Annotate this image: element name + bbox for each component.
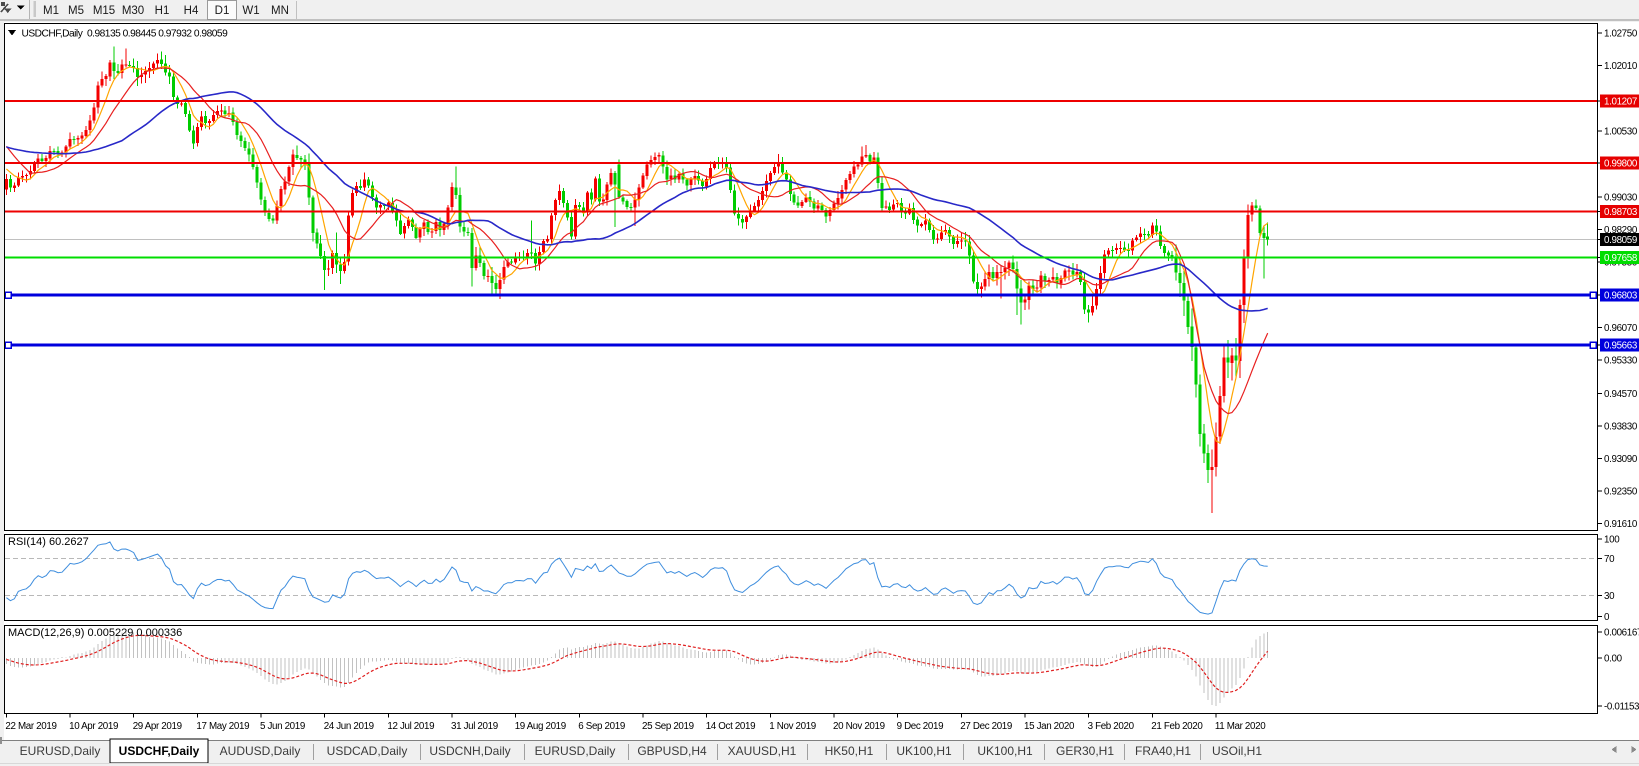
svg-text:21 Feb 2020: 21 Feb 2020 <box>1151 721 1203 732</box>
svg-text:27 Dec 2019: 27 Dec 2019 <box>960 721 1012 732</box>
svg-text:15 Jan 2020: 15 Jan 2020 <box>1024 721 1075 732</box>
svg-text:H1: H1 <box>155 5 170 17</box>
svg-text:100: 100 <box>1604 535 1620 546</box>
svg-text:0.98059: 0.98059 <box>1604 235 1637 246</box>
svg-text:W1: W1 <box>242 5 259 17</box>
svg-text:1.02010: 1.02010 <box>1604 61 1638 72</box>
svg-text:UK100,H1: UK100,H1 <box>896 744 952 758</box>
svg-text:RSI(14) 60.2627: RSI(14) 60.2627 <box>8 536 89 548</box>
svg-text:31 Jul 2019: 31 Jul 2019 <box>451 721 498 732</box>
svg-text:FRA40,H1: FRA40,H1 <box>1135 744 1191 758</box>
svg-text:12 Jul 2019: 12 Jul 2019 <box>387 721 434 732</box>
svg-text:MN: MN <box>271 5 289 17</box>
svg-text:UK100,H1: UK100,H1 <box>977 744 1033 758</box>
svg-text:11 Mar 2020: 11 Mar 2020 <box>1215 721 1266 732</box>
svg-text:25 Sep 2019: 25 Sep 2019 <box>642 721 694 732</box>
svg-text:M1: M1 <box>43 5 59 17</box>
svg-text:20 Nov 2019: 20 Nov 2019 <box>833 721 885 732</box>
svg-text:0.96803: 0.96803 <box>1604 291 1638 302</box>
svg-text:M15: M15 <box>93 5 115 17</box>
svg-text:0: 0 <box>1604 612 1610 623</box>
svg-text:17 May 2019: 17 May 2019 <box>196 721 249 732</box>
svg-text:1.00530: 1.00530 <box>1604 126 1638 137</box>
svg-text:USDCNH,Daily: USDCNH,Daily <box>429 744 510 758</box>
svg-text:0.98703: 0.98703 <box>1604 207 1638 218</box>
svg-text:M30: M30 <box>122 5 144 17</box>
svg-text:3 Feb 2020: 3 Feb 2020 <box>1088 721 1135 732</box>
svg-text:6 Sep 2019: 6 Sep 2019 <box>578 721 625 732</box>
svg-text:29 Apr 2019: 29 Apr 2019 <box>133 721 182 732</box>
svg-text:EURUSD,Daily: EURUSD,Daily <box>535 744 616 758</box>
svg-text:0.91610: 0.91610 <box>1604 519 1638 530</box>
svg-text:MACD(12,26,9) 0.005229 0.00033: MACD(12,26,9) 0.005229 0.000336 <box>8 627 182 639</box>
svg-text:5 Jun 2019: 5 Jun 2019 <box>260 721 305 732</box>
svg-text:0.98290: 0.98290 <box>1604 225 1638 236</box>
svg-text:24 Jun 2019: 24 Jun 2019 <box>324 721 374 732</box>
svg-text:0.99800: 0.99800 <box>1604 159 1638 170</box>
svg-text:30: 30 <box>1604 591 1615 602</box>
svg-text:1.02750: 1.02750 <box>1604 29 1638 40</box>
svg-text:19 Aug 2019: 19 Aug 2019 <box>515 721 566 732</box>
svg-text:-0.011531: -0.011531 <box>1604 702 1639 713</box>
svg-text:EURUSD,Daily: EURUSD,Daily <box>20 744 101 758</box>
svg-text:USDCAD,Daily: USDCAD,Daily <box>327 744 408 758</box>
svg-text:0.96070: 0.96070 <box>1604 323 1638 334</box>
svg-text:14 Oct 2019: 14 Oct 2019 <box>706 721 756 732</box>
svg-text:1.01207: 1.01207 <box>1604 97 1637 108</box>
svg-text:0.94570: 0.94570 <box>1604 389 1638 400</box>
svg-text:H4: H4 <box>184 5 199 17</box>
svg-text:1 Nov 2019: 1 Nov 2019 <box>769 721 816 732</box>
svg-text:0.93090: 0.93090 <box>1604 454 1638 465</box>
svg-text:0.97658: 0.97658 <box>1604 253 1638 264</box>
svg-text:0.92350: 0.92350 <box>1604 487 1638 498</box>
svg-text:AUDUSD,Daily: AUDUSD,Daily <box>220 744 301 758</box>
svg-text:22 Mar 2019: 22 Mar 2019 <box>5 721 56 732</box>
svg-text:M5: M5 <box>68 5 84 17</box>
svg-text:0.00: 0.00 <box>1604 653 1623 664</box>
svg-text:GBPUSD,H4: GBPUSD,H4 <box>637 744 707 758</box>
svg-text:0.93830: 0.93830 <box>1604 421 1638 432</box>
svg-text:D1: D1 <box>215 5 230 17</box>
svg-text:0.95663: 0.95663 <box>1604 341 1638 352</box>
svg-text:USDCHF,Daily 0.98135 0.98445: USDCHF,Daily 0.98135 0.98445 0.97932 0.9… <box>22 29 229 40</box>
svg-text:USOil,H1: USOil,H1 <box>1212 744 1262 758</box>
svg-text:9 Dec 2019: 9 Dec 2019 <box>897 721 944 732</box>
svg-text:USDCHF,Daily: USDCHF,Daily <box>119 744 200 758</box>
svg-text:GER30,H1: GER30,H1 <box>1056 744 1114 758</box>
svg-text:0.95330: 0.95330 <box>1604 355 1638 366</box>
svg-text:HK50,H1: HK50,H1 <box>825 744 874 758</box>
svg-text:10 Apr 2019: 10 Apr 2019 <box>69 721 118 732</box>
svg-text:70: 70 <box>1604 554 1615 565</box>
svg-text:XAUUSD,H1: XAUUSD,H1 <box>728 744 797 758</box>
svg-text:0.006167: 0.006167 <box>1604 628 1639 639</box>
svg-text:0.99030: 0.99030 <box>1604 192 1638 203</box>
